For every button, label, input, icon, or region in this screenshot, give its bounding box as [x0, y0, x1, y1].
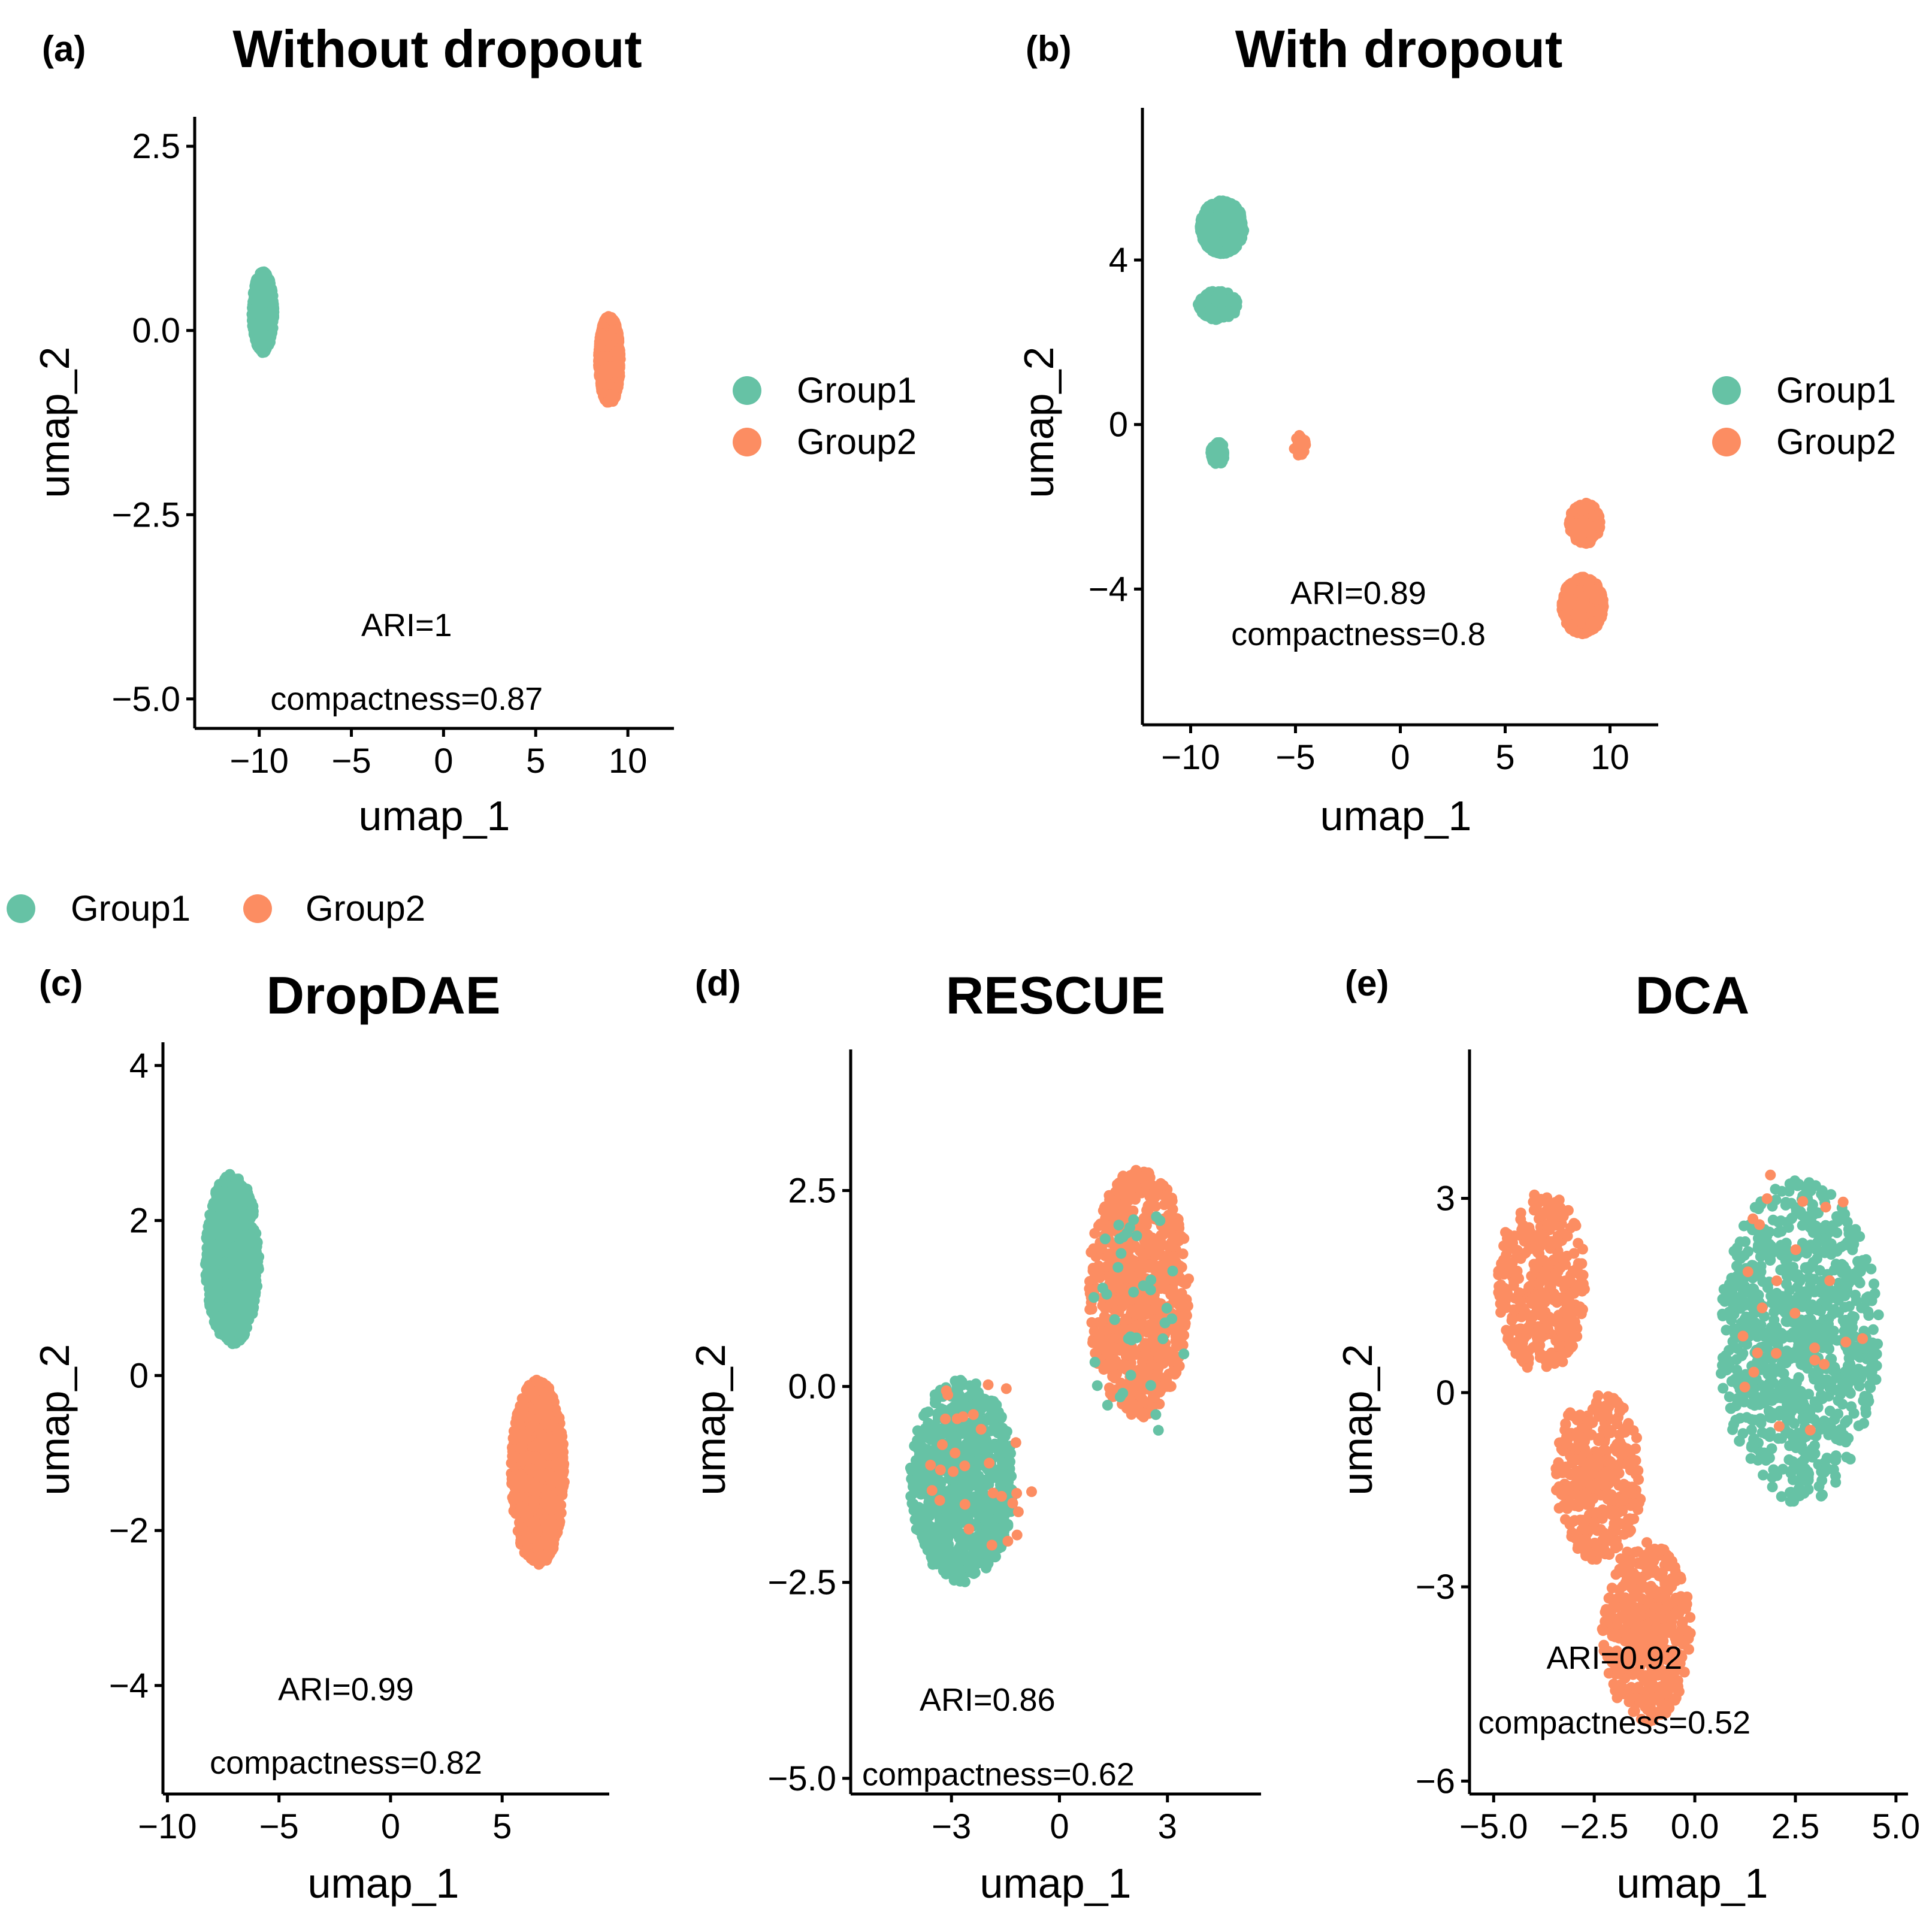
x-tick-label: −10 — [229, 742, 288, 781]
data-point-group1 — [1212, 211, 1223, 222]
data-point-group2 — [1579, 591, 1591, 603]
x-ticks-a: −10 −5 0 5 10 — [229, 728, 647, 781]
data-point-group2 — [1583, 579, 1595, 590]
data-point-group2 — [1559, 610, 1571, 621]
data-point-group2 — [605, 329, 616, 341]
data-point-group2 — [601, 350, 613, 362]
y-tick-label: 2.5 — [132, 127, 180, 166]
data-point-group2 — [603, 369, 614, 380]
data-point-group1 — [261, 319, 272, 331]
data-point-group1 — [1206, 228, 1217, 240]
y-tick-label: −5.0 — [112, 680, 181, 719]
data-point-group2 — [1567, 619, 1578, 631]
panel-label-a: (a) — [42, 29, 86, 69]
points-b — [1193, 195, 1609, 640]
panel-label-b: (b) — [1026, 29, 1072, 69]
data-point-group1 — [248, 317, 259, 329]
title-a: Without dropout — [232, 19, 642, 78]
data-point-group1 — [1211, 289, 1223, 301]
panel-b: (b) With dropout −10 −5 0 5 10 40−4 umap_1 u… — [1015, 19, 1658, 839]
data-point-group2 — [1590, 606, 1601, 617]
data-point-group1 — [264, 291, 275, 302]
y-label-a: umap_2 — [31, 347, 78, 498]
points-a — [246, 266, 626, 408]
legend-label-group1: Group1 — [797, 370, 917, 410]
data-point-group2 — [595, 328, 607, 340]
data-point-group2 — [1586, 618, 1597, 629]
x-label-a: umap_1 — [359, 792, 510, 839]
data-point-group2 — [1580, 628, 1591, 639]
y-tick-label: 0.0 — [132, 311, 180, 350]
x-tick-label: 0 — [434, 742, 453, 781]
x-tick-label: 10 — [609, 742, 648, 781]
x-tick-label: −5 — [331, 742, 371, 781]
data-point-group1 — [262, 330, 274, 341]
panel-a: (a) Without dropout −10 −5 0 5 10 2.5 0.0 −2.5… — [31, 19, 674, 839]
data-point-group2 — [595, 377, 606, 389]
data-point-group1 — [1201, 216, 1213, 227]
y-ticks-a: 2.5 0.0 −2.5 −5.0 — [112, 127, 195, 719]
legend-marker-group1 — [733, 376, 761, 405]
title-b: With dropout — [1235, 19, 1563, 78]
x-tick-label: 5 — [526, 742, 545, 781]
data-point-group1 — [1219, 227, 1230, 238]
data-point-group2 — [594, 339, 606, 350]
legend-a: Group1 Group2 — [733, 370, 917, 462]
legend-marker-group2 — [733, 428, 761, 456]
ari-annotation-a: ARI=1 — [361, 607, 452, 643]
data-point-group1 — [258, 271, 269, 282]
data-point-group1 — [253, 300, 265, 311]
data-point-group1 — [1208, 306, 1220, 317]
data-point-group1 — [1223, 305, 1234, 317]
data-point-group2 — [607, 389, 619, 401]
data-point-group1 — [1233, 222, 1245, 234]
compactness-annotation-a: compactness=0.87 — [270, 681, 543, 717]
y-tick-label: −2.5 — [112, 495, 181, 534]
data-point-group2 — [1298, 439, 1310, 450]
data-point-group1 — [1211, 443, 1222, 454]
data-point-group1 — [250, 289, 262, 301]
data-point-group2 — [1562, 588, 1574, 600]
data-point-group1 — [256, 309, 268, 320]
data-point-group1 — [1198, 295, 1210, 306]
data-point-group2 — [606, 315, 618, 326]
data-point-group1 — [1224, 242, 1236, 253]
data-point-group1 — [1210, 452, 1222, 464]
legend-label-group2: Group2 — [797, 422, 917, 462]
